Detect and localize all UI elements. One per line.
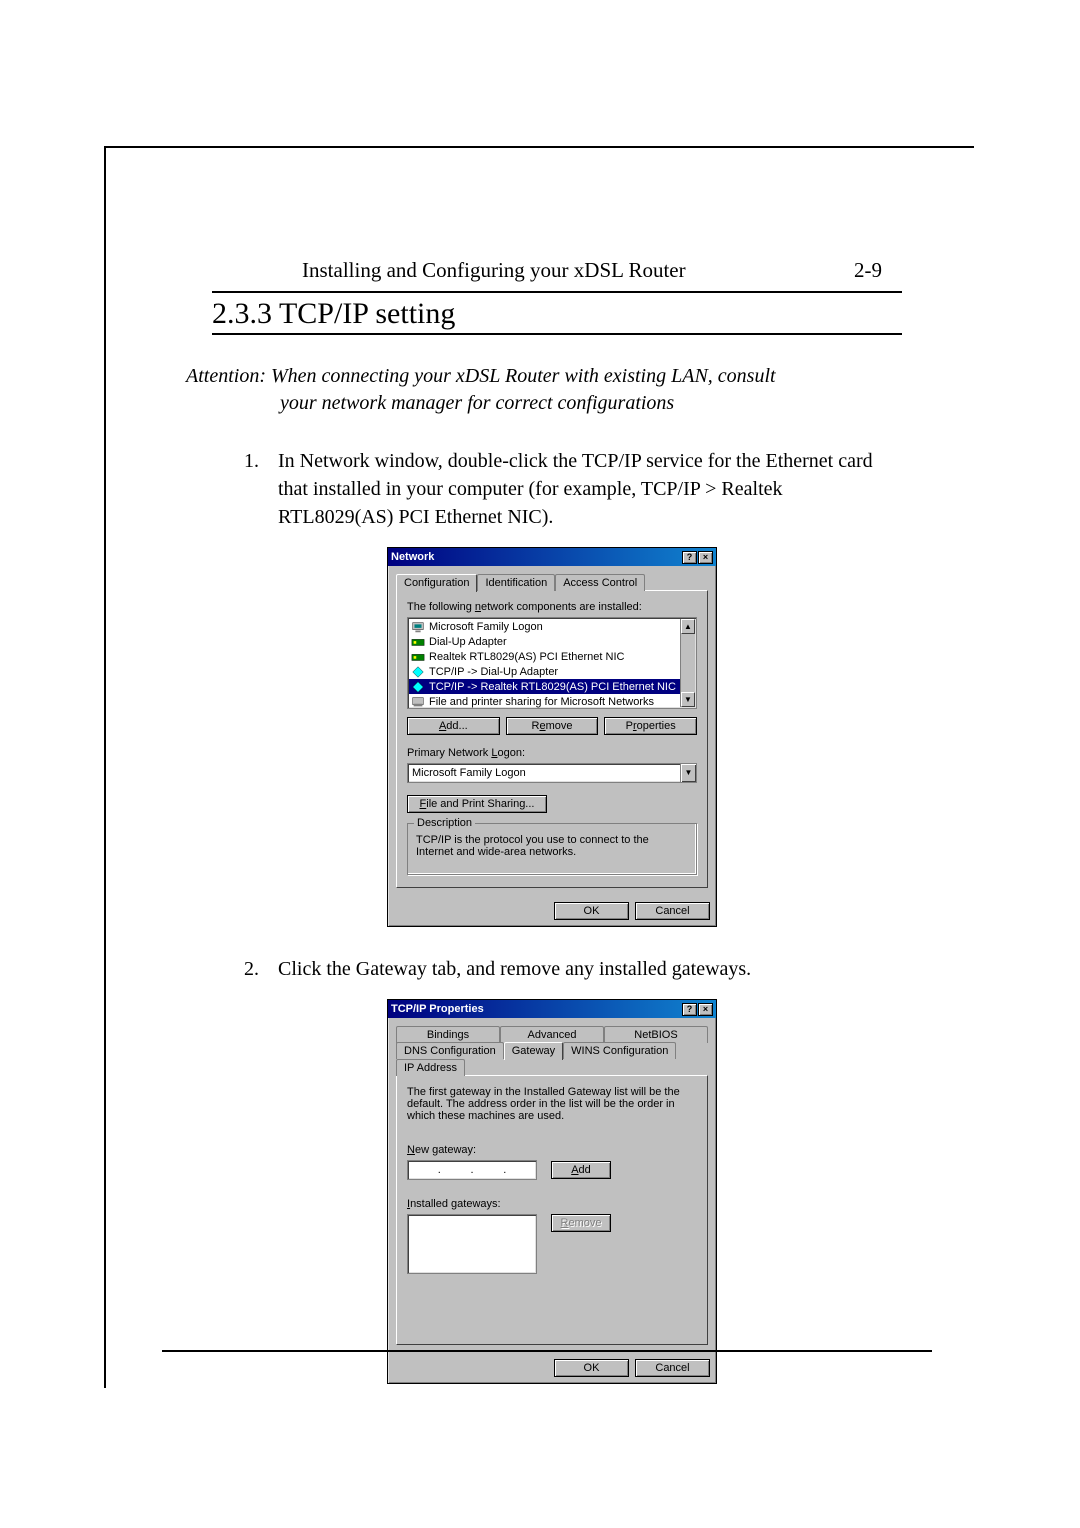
list-item[interactable]: File and printer sharing for Microsoft N… — [409, 694, 695, 709]
remove-button[interactable]: Remove — [506, 717, 599, 735]
scroll-down-icon[interactable]: ▼ — [681, 692, 695, 707]
tab-strip-row2: DNS Configuration Gateway WINS Configura… — [396, 1042, 708, 1076]
primary-logon-label: Primary Network Logon: — [407, 747, 697, 759]
protocol-icon — [411, 665, 425, 679]
ok-button[interactable]: OK — [554, 1359, 629, 1377]
components-listbox[interactable]: Microsoft Family Logon Dial-Up Adapter R… — [407, 617, 697, 709]
installed-components-label: The following network components are ins… — [407, 601, 697, 613]
tab-dns-configuration[interactable]: DNS Configuration — [396, 1042, 504, 1059]
help-icon[interactable]: ? — [682, 551, 697, 564]
step-text: In Network window, double-click the TCP/… — [278, 447, 892, 531]
tab-access-control[interactable]: Access Control — [555, 574, 645, 591]
close-icon[interactable]: × — [698, 1003, 713, 1016]
tab-netbios[interactable]: NetBIOS — [604, 1026, 708, 1043]
list-item-label: TCP/IP -> Realtek RTL8029(AS) PCI Ethern… — [429, 681, 676, 693]
tab-identification[interactable]: Identification — [477, 574, 555, 591]
file-print-sharing-button[interactable]: File and Print Sharing... — [407, 795, 547, 813]
network-dialog: Network ? × Configuration Identification… — [387, 547, 717, 927]
service-icon — [411, 695, 425, 709]
tab-bindings[interactable]: Bindings — [396, 1026, 500, 1043]
help-icon[interactable]: ? — [682, 1003, 697, 1016]
adapter-icon — [411, 650, 425, 664]
attention-note: Attention: When connecting your xDSL Rou… — [186, 363, 942, 417]
scroll-up-icon[interactable]: ▲ — [681, 619, 695, 634]
properties-button[interactable]: Properties — [604, 717, 697, 735]
gateway-intro-text: The first gateway in the Installed Gatew… — [407, 1086, 697, 1122]
client-icon — [411, 620, 425, 634]
attention-line1: When connecting your xDSL Router with ex… — [271, 365, 776, 387]
list-item-label: Dial-Up Adapter — [429, 636, 507, 648]
close-icon[interactable]: × — [698, 551, 713, 564]
tab-strip: Bindings Advanced NetBIOS — [396, 1026, 708, 1043]
new-gateway-input[interactable]: . . . — [407, 1160, 537, 1180]
installed-gateways-label: Installed gateways: — [407, 1198, 697, 1210]
tab-panel: The following network components are ins… — [396, 590, 708, 888]
section-rule-top — [212, 291, 902, 293]
tcpip-properties-dialog: TCP/IP Properties ? × Bindings Advanced … — [387, 999, 717, 1384]
add-gateway-button[interactable]: Add — [551, 1161, 611, 1179]
tab-wins-configuration[interactable]: WINS Configuration — [563, 1042, 676, 1059]
list-item-label: Realtek RTL8029(AS) PCI Ethernet NIC — [429, 651, 624, 663]
description-text: TCP/IP is the protocol you use to connec… — [416, 834, 688, 866]
section-rule-bottom — [212, 333, 902, 335]
installed-gateways-listbox[interactable] — [407, 1214, 537, 1274]
tab-configuration[interactable]: Configuration — [396, 574, 477, 592]
scrollbar[interactable]: ▲ ▼ — [680, 619, 695, 707]
primary-logon-dropdown[interactable]: Microsoft Family Logon ▼ — [407, 763, 697, 783]
remove-gateway-button[interactable]: Remove — [551, 1214, 611, 1232]
protocol-icon — [411, 680, 425, 694]
step-number: 2. — [244, 955, 278, 983]
list-item[interactable]: TCP/IP -> Dial-Up Adapter — [409, 664, 695, 679]
add-button[interactable]: Add... — [407, 717, 500, 735]
description-groupbox: Description TCP/IP is the protocol you u… — [407, 823, 697, 875]
chapter-title: Installing and Configuring your xDSL Rou… — [302, 258, 686, 283]
list-item-label: TCP/IP -> Dial-Up Adapter — [429, 666, 558, 678]
list-item[interactable]: Realtek RTL8029(AS) PCI Ethernet NIC — [409, 649, 695, 664]
attention-prefix: Attention: — [186, 365, 266, 387]
list-item: 2. Click the Gateway tab, and remove any… — [244, 955, 892, 983]
tab-ip-address[interactable]: IP Address — [396, 1059, 465, 1076]
tab-advanced[interactable]: Advanced — [500, 1026, 604, 1043]
adapter-icon — [411, 635, 425, 649]
tab-gateway[interactable]: Gateway — [504, 1042, 563, 1060]
list-item-selected[interactable]: TCP/IP -> Realtek RTL8029(AS) PCI Ethern… — [409, 679, 695, 694]
ok-button[interactable]: OK — [554, 902, 629, 920]
bottom-page-rule — [162, 1350, 932, 1352]
section-heading: 2.3.3 TCP/IP setting — [212, 297, 942, 331]
new-gateway-label: New gateway: — [407, 1144, 697, 1156]
list-item: 1. In Network window, double-click the T… — [244, 447, 892, 531]
list-item-label: Microsoft Family Logon — [429, 621, 543, 633]
titlebar[interactable]: TCP/IP Properties ? × — [388, 1000, 716, 1018]
cancel-button[interactable]: Cancel — [635, 1359, 710, 1377]
step-number: 1. — [244, 447, 278, 531]
chevron-down-icon[interactable]: ▼ — [680, 764, 696, 782]
description-title: Description — [414, 817, 475, 829]
page-number: 2-9 — [854, 258, 882, 283]
step-text: Click the Gateway tab, and remove any in… — [278, 955, 892, 983]
list-item[interactable]: Dial-Up Adapter — [409, 634, 695, 649]
tab-panel: The first gateway in the Installed Gatew… — [396, 1075, 708, 1345]
list-item[interactable]: Microsoft Family Logon — [409, 619, 695, 634]
cancel-button[interactable]: Cancel — [635, 902, 710, 920]
titlebar[interactable]: Network ? × — [388, 548, 716, 566]
dialog-title: TCP/IP Properties — [391, 1003, 484, 1015]
dropdown-value: Microsoft Family Logon — [412, 767, 526, 779]
list-item-label: File and printer sharing for Microsoft N… — [429, 696, 654, 708]
attention-line2: your network manager for correct configu… — [186, 392, 674, 414]
dialog-title: Network — [391, 551, 434, 563]
tab-strip: Configuration Identification Access Cont… — [396, 574, 708, 591]
